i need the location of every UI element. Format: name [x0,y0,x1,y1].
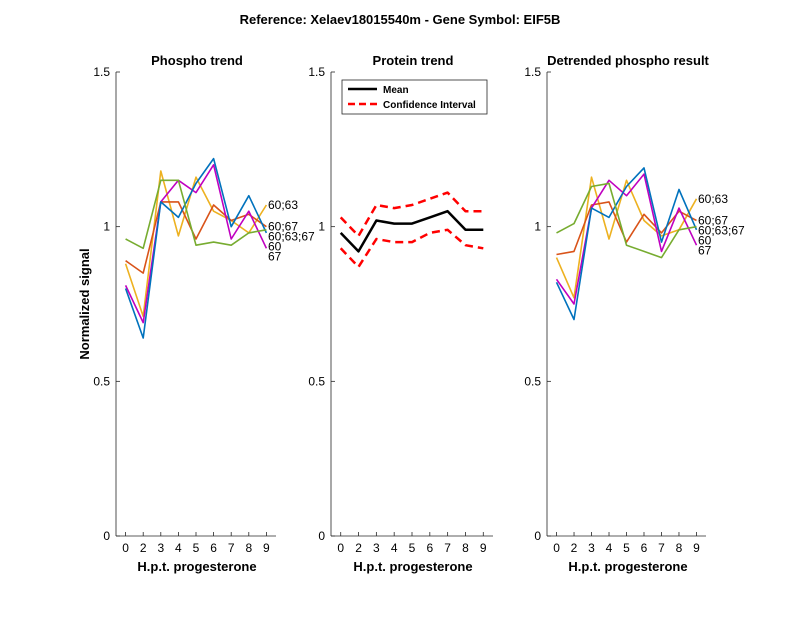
series-end-label: 60;63;67 [698,223,745,237]
x-tick-label: 9 [263,541,270,555]
phospho-x-axis-label: H.p.t. progesterone [137,559,256,574]
x-tick-label: 8 [676,541,683,555]
series-line-60-67 [125,201,267,274]
detrended-phospho-panel: 00.511.50 2 3 4 5 6 7 8 960;6360;6760;63;676067 … [524,53,745,574]
x-tick-label: 3 [373,541,380,555]
x-tick-label: 6 [641,541,648,555]
y-tick-label: 0 [103,529,110,543]
series-end-label: 60;67 [268,220,298,234]
protein-trend-panel: 00.511.50 2 3 4 5 6 7 8 9 Protein trend H.p.t. p… [308,53,493,574]
y-tick-label: 1.5 [524,65,541,79]
series-end-label: 60;63;67 [268,230,315,244]
y-tick-label: 1 [318,220,325,234]
y-tick-label: 1.5 [93,65,110,79]
plot-area: 00.511.50 2 3 4 5 6 7 8 9 [308,65,493,555]
y-tick-label: 1 [103,220,110,234]
y-tick-label: 0.5 [524,374,541,388]
series-line-60-67 [556,201,697,256]
y-axis-label: Normalized signal [77,248,92,359]
x-tick-label: 2 [355,541,362,555]
x-tick-label: 3 [157,541,164,555]
x-tick-label: 5 [623,541,630,555]
series-end-label: 60;63 [698,192,728,206]
x-tick-label: 0 [553,541,560,555]
x-tick-label: 4 [606,541,613,555]
x-tick-label: 4 [391,541,398,555]
series-end-label: 60;63 [268,198,298,212]
phospho-trend-panel: 00.511.50 2 3 4 5 6 7 8 960;6360;6760;63;676067 … [77,53,315,574]
protein-x-axis-label: H.p.t. progesterone [353,559,472,574]
series-line-confidence-interval [339,191,484,238]
detrended-x-axis-label: H.p.t. progesterone [568,559,687,574]
series-line-60-63 [555,176,698,299]
x-tick-label: 0 [122,541,129,555]
x-tick-label: 7 [444,541,451,555]
x-tick-label: 7 [228,541,235,555]
x-tick-label: 8 [245,541,252,555]
y-tick-label: 0.5 [93,374,110,388]
x-tick-label: 9 [693,541,700,555]
x-tick-label: 2 [571,541,578,555]
x-tick-label: 4 [175,541,182,555]
series-line-67 [124,164,268,324]
legend-ci-label: Confidence Interval [383,100,476,111]
series-end-label: 60 [268,240,282,254]
series-line-mean [339,209,484,253]
x-tick-label: 3 [588,541,595,555]
phospho-trend-title: Phospho trend [151,53,243,68]
legend-box [341,79,488,115]
series-end-label: 60 [698,233,712,247]
series-line-60 [555,167,698,321]
legend: Mean Confidence Interval [341,79,488,115]
x-tick-label: 8 [462,541,469,555]
series-line-67 [555,173,698,305]
y-tick-label: 1 [534,220,541,234]
series-line-60-63-67 [125,179,267,250]
x-tick-label: 5 [409,541,416,555]
x-tick-label: 6 [426,541,433,555]
y-tick-label: 0 [318,529,325,543]
x-tick-label: 0 [337,541,344,555]
legend-mean-label: Mean [383,85,409,96]
series-line-60 [124,157,268,339]
series-end-label: 67 [698,243,712,257]
series-line-band-2 [339,228,484,269]
y-tick-label: 1.5 [308,65,325,79]
series-line-60-63-67 [556,182,697,259]
x-tick-label: 2 [140,541,147,555]
x-tick-label: 9 [480,541,487,555]
x-tick-label: 5 [193,541,200,555]
series-end-label: 60;67 [698,213,728,227]
series-line-60-63 [124,170,268,318]
y-tick-label: 0.5 [308,374,325,388]
detrended-phospho-title: Detrended phospho result [547,53,709,68]
y-tick-label: 0 [534,529,541,543]
x-tick-label: 6 [210,541,217,555]
protein-trend-title: Protein trend [373,53,454,68]
x-tick-label: 7 [658,541,665,555]
figure-title: Reference: Xelaev18015540m - Gene Symbol… [240,12,561,27]
series-end-label: 67 [268,250,282,264]
